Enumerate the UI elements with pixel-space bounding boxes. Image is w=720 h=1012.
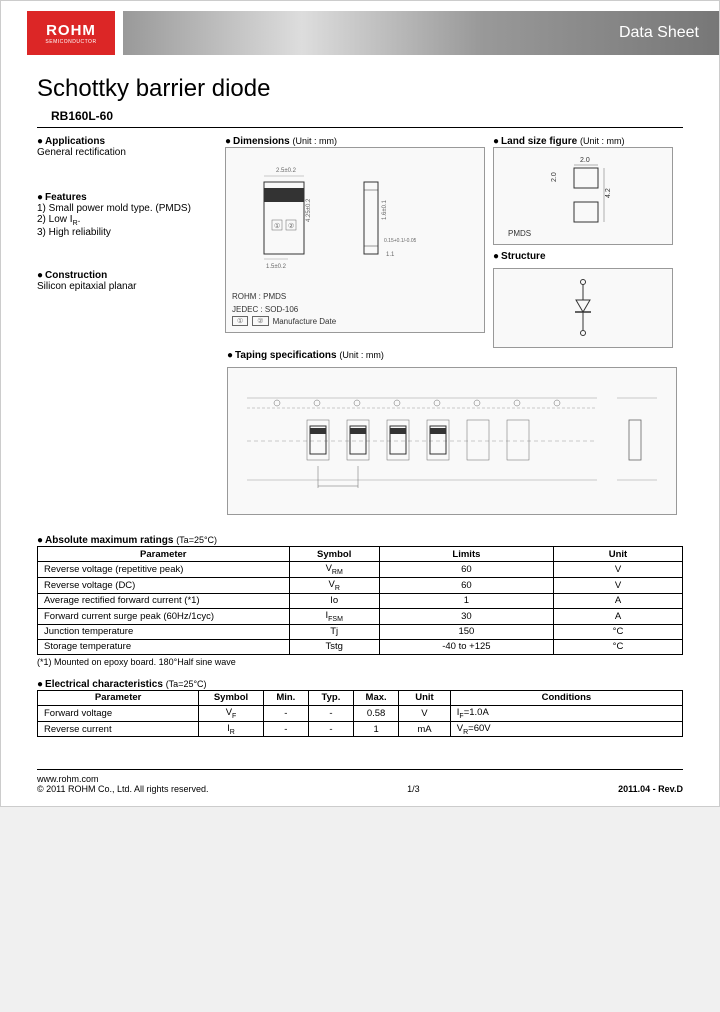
datasheet-page: ROHM SEMICONDUCTOR Data Sheet Schottky b…	[0, 0, 720, 807]
logo-text: ROHM	[46, 22, 96, 39]
taping-spec-icon	[237, 376, 667, 506]
col-header: Min.	[263, 690, 308, 705]
table-row: Reverse currentIR--1mAVR=60V	[38, 721, 683, 737]
table-header-row: Parameter Symbol Min. Typ. Max. Unit Con…	[38, 690, 683, 705]
page-title: Schottky barrier diode	[37, 75, 683, 103]
table-row: Forward current surge peak (60Hz/1cyc)IF…	[38, 608, 683, 624]
svg-text:1.6±0.1: 1.6±0.1	[382, 199, 388, 220]
svg-text:2.0: 2.0	[580, 157, 590, 164]
col-header: Parameter	[38, 690, 199, 705]
col-header: Parameter	[38, 547, 290, 562]
elec-table: Parameter Symbol Min. Typ. Max. Unit Con…	[37, 690, 683, 738]
package-top-icon: 2.5±0.2 ① ② 4.25±0.2 1.5±0.2	[246, 164, 336, 284]
header-gradient: Data Sheet	[123, 11, 719, 55]
svg-text:4.25±0.2: 4.25±0.2	[306, 198, 312, 222]
table-row: Storage temperatureTstg-40 to +125°C	[38, 639, 683, 654]
content-area: Schottky barrier diode RB160L-60 Applica…	[1, 63, 719, 745]
table-row: Junction temperatureTj150°C	[38, 624, 683, 639]
svg-text:②: ②	[288, 222, 294, 230]
svg-text:①: ①	[274, 222, 280, 230]
dimensions-heading: Dimensions (Unit : mm)	[225, 136, 485, 147]
feature-item: 1) Small power mold type. (PMDS)	[37, 203, 217, 214]
feature-item: 3) High reliability	[37, 227, 217, 238]
applications-heading: Applications	[37, 136, 217, 147]
col-header: Unit	[553, 547, 682, 562]
svg-text:2.0: 2.0	[551, 172, 558, 182]
dimensions-diagram: 2.5±0.2 ① ② 4.25±0.2 1.5±0.2	[225, 147, 485, 333]
abs-max-table: Parameter Symbol Limits Unit Reverse vol…	[37, 546, 683, 655]
svg-text:0.15+0.1/-0.05: 0.15+0.1/-0.05	[384, 238, 416, 244]
diode-symbol-icon	[563, 276, 603, 340]
package-name: ROHM : PMDS	[232, 292, 478, 301]
footer-url: www.rohm.com	[37, 774, 209, 784]
svg-text:2.5±0.2: 2.5±0.2	[276, 168, 297, 174]
land-pattern-icon: 2.0 2.0 4.2	[538, 154, 628, 225]
land-heading: Land size figure (Unit : mm)	[493, 136, 673, 147]
dimensions-column: Dimensions (Unit : mm) 2.5±0.2 ① ② 4	[225, 136, 485, 348]
col-header: Symbol	[289, 547, 379, 562]
table-row: Reverse voltage (DC)VR60V	[38, 577, 683, 593]
land-diagram: 2.0 2.0 4.2 PMDS	[493, 147, 673, 245]
table-row: Average rectified forward current (*1)Io…	[38, 593, 683, 608]
code-box: ②	[252, 316, 268, 326]
applications-text: General rectification	[37, 147, 217, 158]
rohm-logo: ROHM SEMICONDUCTOR	[27, 11, 115, 55]
structure-heading: Structure	[493, 251, 673, 262]
package-side-icon: 1.6±0.1 0.15+0.1/-0.05 1.1	[356, 164, 416, 284]
taping-section: Taping specifications (Unit : mm)	[37, 350, 683, 515]
datasheet-label: Data Sheet	[619, 24, 699, 42]
footer-page: 1/3	[407, 784, 420, 794]
mfg-date-label: Manufacture Date	[273, 317, 337, 326]
left-column: Applications General rectification Featu…	[37, 136, 217, 348]
col-header: Symbol	[199, 690, 264, 705]
abs-max-section: Absolute maximum ratings (Ta=25°C) Param…	[37, 535, 683, 667]
land-pkg-label: PMDS	[508, 229, 531, 238]
header: ROHM SEMICONDUCTOR Data Sheet	[1, 1, 719, 63]
features-heading: Features	[37, 192, 217, 203]
svg-text:1.5±0.2: 1.5±0.2	[266, 264, 287, 270]
svg-text:1.1: 1.1	[386, 252, 395, 258]
footer: www.rohm.com © 2011 ROHM Co., Ltd. All r…	[37, 769, 683, 806]
footer-left: www.rohm.com © 2011 ROHM Co., Ltd. All r…	[37, 774, 209, 794]
table-header-row: Parameter Symbol Limits Unit	[38, 547, 683, 562]
svg-text:4.2: 4.2	[605, 188, 612, 198]
logo-subtext: SEMICONDUCTOR	[45, 39, 96, 45]
footer-rev: 2011.04 - Rev.D	[618, 784, 683, 794]
part-number: RB160L-60	[51, 109, 683, 123]
elec-heading: Electrical characteristics (Ta=25°C)	[37, 679, 683, 690]
feature-item: 2) Low IR.	[37, 214, 217, 227]
col-header: Conditions	[450, 690, 682, 705]
top-section: Applications General rectification Featu…	[37, 136, 683, 348]
col-header: Unit	[399, 690, 451, 705]
abs-max-note: (*1) Mounted on epoxy board. 180°Half si…	[37, 657, 683, 667]
footer-copyright: © 2011 ROHM Co., Ltd. All rights reserve…	[37, 784, 209, 794]
features-list: 1) Small power mold type. (PMDS) 2) Low …	[37, 203, 217, 238]
col-header: Max.	[354, 690, 399, 705]
right-column: Land size figure (Unit : mm) 2.0 2.0 4.2…	[493, 136, 673, 348]
code-box: ①	[232, 316, 248, 326]
table-row: Reverse voltage (repetitive peak)VRM60V	[38, 562, 683, 578]
elec-section: Electrical characteristics (Ta=25°C) Par…	[37, 679, 683, 738]
taping-diagram	[227, 367, 677, 515]
abs-max-heading: Absolute maximum ratings (Ta=25°C)	[37, 535, 683, 546]
taping-heading: Taping specifications (Unit : mm)	[227, 350, 683, 361]
construction-heading: Construction	[37, 270, 217, 281]
col-header: Typ.	[308, 690, 353, 705]
title-rule	[37, 127, 683, 128]
col-header: Limits	[379, 547, 553, 562]
table-row: Forward voltageVF--0.58VIF=1.0A	[38, 705, 683, 721]
jedec-name: JEDEC : SOD-106	[232, 305, 478, 314]
structure-diagram	[493, 268, 673, 348]
construction-text: Silicon epitaxial planar	[37, 281, 217, 292]
